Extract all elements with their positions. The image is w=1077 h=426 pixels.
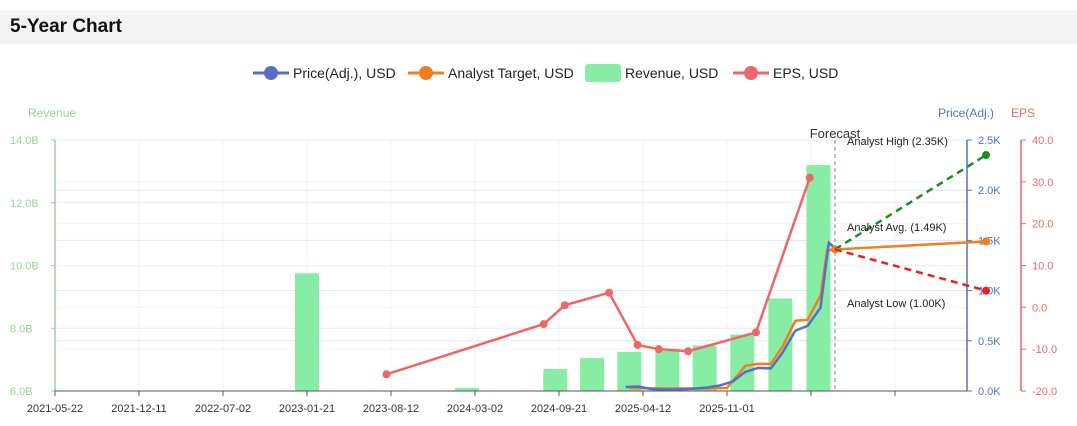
analyst-high-line[interactable] <box>834 153 987 251</box>
legend-label-revenue: Revenue, USD <box>625 65 719 81</box>
revenue-bar[interactable] <box>543 369 568 391</box>
legend-item-eps[interactable]: EPS, USD <box>733 62 838 84</box>
eps-point[interactable] <box>605 288 614 297</box>
price-line[interactable] <box>625 241 836 391</box>
x-tick-label: 2023-08-12 <box>363 403 419 415</box>
revenue-bar[interactable] <box>455 387 480 391</box>
legend-line-icon-eps <box>733 66 769 80</box>
legend-item-revenue[interactable]: Revenue, USD <box>585 62 718 84</box>
left-axis-title: Revenue <box>28 106 76 120</box>
forecast-label: Forecast <box>810 126 861 141</box>
left-tick-label: 8.0B <box>10 323 33 335</box>
price-tick-label: 0.0K <box>978 386 1001 398</box>
revenue-bar[interactable] <box>617 351 642 391</box>
eps-point[interactable] <box>805 173 814 182</box>
analyst-low-line[interactable] <box>834 248 987 292</box>
x-tick-label: 2025-04-12 <box>615 403 671 415</box>
legend-line-icon-target <box>408 66 444 80</box>
left-tick-label: 14.0B <box>10 135 39 147</box>
analyst-avg-line[interactable] <box>834 240 987 251</box>
legend-rect-icon-revenue <box>585 64 621 82</box>
price-axis-title: Price(Adj.) <box>938 106 994 120</box>
left-tick-label: 6.0B <box>10 386 33 398</box>
revenue-bar[interactable] <box>692 345 717 391</box>
left-tick-label: 12.0B <box>10 198 39 210</box>
eps-point[interactable] <box>539 320 548 329</box>
revenue-bar[interactable] <box>295 273 319 391</box>
legend-label-target: Analyst Target, USD <box>448 65 574 81</box>
revenue-bar[interactable] <box>655 348 680 391</box>
analyst-low-label: Analyst Low (1.00K) <box>847 298 945 310</box>
forecast-projections <box>831 151 991 295</box>
analyst-high-point[interactable] <box>982 151 991 160</box>
price-tick-label: 2.0K <box>978 185 1001 197</box>
eps-point[interactable] <box>684 347 693 356</box>
x-tick-label: 2024-09-21 <box>531 403 587 415</box>
analyst-avg-label: Analyst Avg. (1.49K) <box>847 222 946 234</box>
page-title: 5-Year Chart <box>10 16 122 37</box>
eps-tick-label: 0.0 <box>1032 302 1047 314</box>
x-tick-label: 2022-07-02 <box>195 403 251 415</box>
series-lines <box>382 173 836 391</box>
eps-tick-label: 10.0 <box>1032 261 1053 273</box>
x-tick-label: 2024-03-02 <box>447 403 503 415</box>
analyst-low-point[interactable] <box>982 286 991 295</box>
eps-tick-label: 20.0 <box>1032 219 1053 231</box>
revenue-bar[interactable] <box>768 298 793 391</box>
x-tick-label: 2023-01-21 <box>279 403 335 415</box>
x-tick-label: 2025-11-01 <box>699 403 754 415</box>
analyst-high-label: Analyst High (2.35K) <box>847 136 948 148</box>
legend-line-icon-price <box>253 66 289 80</box>
legend: Price(Adj.), USD Analyst Target, USD Rev… <box>0 62 1077 84</box>
revenue-bar[interactable] <box>730 334 755 391</box>
legend-item-price[interactable]: Price(Adj.), USD <box>253 62 396 84</box>
x-tick-label: 2021-12-11 <box>111 403 166 415</box>
eps-axis-title: EPS <box>1011 106 1035 120</box>
five-year-chart: 14.0B12.0B10.0B8.0B6.0B2.5K2.0K1.5K1.0K0… <box>10 106 1057 415</box>
eps-tick-label: 40.0 <box>1032 135 1053 147</box>
eps-tick-label: -10.0 <box>1032 344 1057 356</box>
left-tick-label: 10.0B <box>10 261 39 273</box>
eps-point[interactable] <box>382 370 391 379</box>
axes: 14.0B12.0B10.0B8.0B6.0B2.5K2.0K1.5K1.0K0… <box>10 135 1057 415</box>
revenue-bar[interactable] <box>806 165 831 391</box>
legend-label-eps: EPS, USD <box>773 65 839 81</box>
legend-item-target[interactable]: Analyst Target, USD <box>408 62 574 84</box>
price-tick-label: 2.5K <box>978 135 1001 147</box>
analyst-avg-point[interactable] <box>982 237 991 246</box>
legend-label-price: Price(Adj.), USD <box>293 65 396 81</box>
eps-point[interactable] <box>751 328 760 337</box>
chart-header: 5-Year Chart <box>0 10 1077 44</box>
eps-tick-label: -20.0 <box>1032 386 1057 398</box>
eps-tick-label: 30.0 <box>1032 177 1053 189</box>
revenue-bars <box>295 165 831 391</box>
eps-point[interactable] <box>560 301 569 310</box>
eps-point[interactable] <box>633 340 642 349</box>
eps-point[interactable] <box>654 345 663 354</box>
revenue-bar[interactable] <box>580 358 605 391</box>
price-tick-label: 0.5K <box>978 336 1001 348</box>
x-tick-label: 2021-05-22 <box>27 403 83 415</box>
